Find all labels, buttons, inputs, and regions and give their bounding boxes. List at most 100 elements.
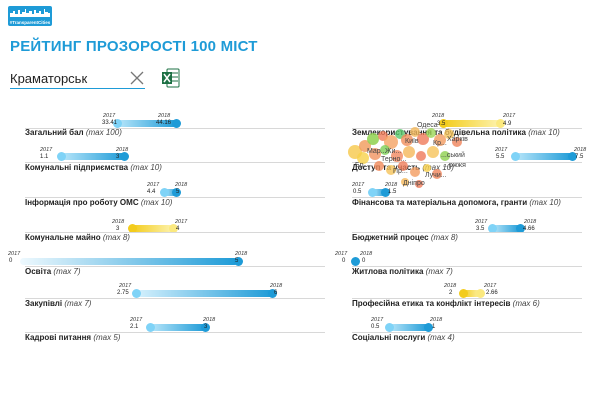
value-2018: 4.66 bbox=[523, 226, 535, 232]
year-2017-label: 2017 bbox=[484, 283, 497, 289]
value-2017: 4.9 bbox=[503, 121, 512, 127]
value-2018: 3 bbox=[116, 154, 120, 160]
category-label: Кадрові питання (max 5) bbox=[25, 333, 121, 342]
year-2017-label: 2017 bbox=[8, 251, 21, 257]
category-label: Інформація про роботу ОМС (max 10) bbox=[25, 198, 173, 207]
dot-2018-land bbox=[439, 119, 448, 128]
city-search-value: Краматорськ bbox=[10, 71, 88, 86]
value-2017: 0 bbox=[342, 258, 346, 264]
value-2018: 2 bbox=[449, 290, 453, 296]
category-label: Комунальні підприємства (max 10) bbox=[25, 163, 162, 172]
category-label: Землекористування та будівельна політика… bbox=[352, 128, 560, 137]
bar-overall bbox=[117, 120, 177, 127]
value-2018: 1.5 bbox=[388, 189, 397, 195]
year-2017-label: 2017 bbox=[40, 147, 53, 153]
value-2018: 44.16 bbox=[156, 120, 172, 126]
dot-2018-oms bbox=[172, 188, 181, 197]
category-label: Закупівлі (max 7) bbox=[25, 299, 92, 308]
dot-2017-finance bbox=[368, 188, 377, 197]
clear-search-icon[interactable] bbox=[130, 71, 144, 85]
value-2018: 6 bbox=[274, 290, 278, 296]
year-2018-label: 2018 bbox=[574, 147, 587, 153]
value-2018: 3 bbox=[116, 226, 120, 232]
overlay-city-label: Жи... bbox=[385, 148, 402, 155]
year-2017-label: 2017 bbox=[371, 317, 384, 323]
year-2017-label: 2017 bbox=[503, 113, 516, 119]
bar-communal bbox=[61, 153, 125, 160]
dot-2017-oms bbox=[160, 188, 169, 197]
page-title: РЕЙТИНГ ПРОЗОРОСТІ 100 МІСТ bbox=[10, 38, 258, 55]
row-divider bbox=[25, 128, 325, 129]
category-label: Комунальне майно (max 8) bbox=[25, 233, 130, 242]
category-label: Житлова політика (max 7) bbox=[352, 267, 453, 276]
year-2018-label: 2018 bbox=[430, 317, 443, 323]
year-2018-label: 2018 bbox=[385, 182, 398, 188]
overlay-city-label: Лучи... bbox=[425, 172, 447, 179]
dot-2018-access bbox=[568, 152, 577, 161]
value-2017: 0.5 bbox=[353, 189, 362, 195]
row-divider bbox=[25, 162, 325, 163]
value-2017: 2.1 bbox=[130, 324, 139, 330]
transparent-cities-logo[interactable]: #TransparentCities bbox=[8, 6, 52, 26]
bar-education bbox=[20, 258, 238, 265]
overlay-city-label: ...ржжя bbox=[443, 162, 466, 169]
dot-2017-land bbox=[496, 119, 505, 128]
year-2017-label: 2017 bbox=[352, 182, 365, 188]
dot-2018-overall bbox=[172, 119, 181, 128]
year-2018-label: 2018 bbox=[203, 317, 216, 323]
dot-2018-ethics bbox=[459, 289, 468, 298]
dot-2018-communal bbox=[120, 152, 129, 161]
overlay-city-label: Київ bbox=[405, 138, 419, 145]
value-2018: 5 bbox=[235, 258, 239, 264]
bar-social bbox=[389, 324, 429, 331]
year-2018-label: 2018 bbox=[112, 219, 125, 225]
row-divider bbox=[25, 298, 325, 299]
bar-oms bbox=[164, 189, 178, 196]
value-2018: 7.5 bbox=[575, 154, 584, 160]
year-2017-label: 2017 bbox=[103, 113, 116, 119]
overlay-city-label: Мар... bbox=[367, 148, 387, 155]
value-2017: 33.41 bbox=[102, 120, 118, 126]
year-2018-label: 2018 bbox=[158, 113, 171, 119]
overlay-city-label: ...ський bbox=[441, 152, 465, 159]
value-2017: 4 bbox=[176, 226, 180, 232]
dot-2018-procurement bbox=[268, 289, 277, 298]
bar-finance bbox=[372, 189, 386, 196]
year-2018-label: 2018 bbox=[444, 283, 457, 289]
dot-2017-social bbox=[385, 323, 394, 332]
value-2018: 3.5 bbox=[437, 121, 446, 127]
year-2018-label: 2018 bbox=[524, 219, 537, 225]
row-divider bbox=[352, 197, 582, 198]
year-2017-label: 2017 bbox=[175, 219, 188, 225]
dot-2018-hr bbox=[201, 323, 210, 332]
value-2017: 4.4 bbox=[147, 189, 156, 195]
value-2017: 0 bbox=[9, 258, 13, 264]
dot-2017-communal bbox=[57, 152, 66, 161]
row-divider bbox=[352, 332, 582, 333]
dot-2018-social bbox=[424, 323, 433, 332]
category-label: Загальний бал (max 100) bbox=[25, 128, 122, 137]
year-2018-label: 2018 bbox=[235, 251, 248, 257]
year-2017-label: 2017 bbox=[335, 251, 348, 257]
year-2017-label: 2017 bbox=[147, 182, 160, 188]
dot-2018-property bbox=[128, 224, 137, 233]
year-2017-label: 2017 bbox=[495, 147, 508, 153]
row-divider bbox=[352, 232, 582, 233]
bar-property bbox=[132, 225, 174, 232]
city-bubble-cluster: Харків Київ Терно... Мар... Пр... Жи... … bbox=[345, 112, 475, 197]
value-2018: 1 bbox=[432, 324, 436, 330]
year-2018-label: 2018 bbox=[270, 283, 283, 289]
city-search-input[interactable]: Краматорськ bbox=[10, 68, 145, 89]
city-bubbles-graphic bbox=[348, 127, 462, 188]
bar-budget bbox=[492, 225, 521, 232]
dot-2018-housing bbox=[351, 257, 360, 266]
dot-2017-access bbox=[511, 152, 520, 161]
row-divider bbox=[25, 232, 325, 233]
row-divider bbox=[25, 197, 325, 198]
dot-2017-budget bbox=[488, 224, 497, 233]
excel-download-icon[interactable] bbox=[162, 68, 180, 88]
row-divider bbox=[352, 298, 582, 299]
bar-hr bbox=[150, 324, 206, 331]
logo-text: #TransparentCities bbox=[9, 20, 51, 25]
bar-procurement bbox=[136, 290, 273, 297]
